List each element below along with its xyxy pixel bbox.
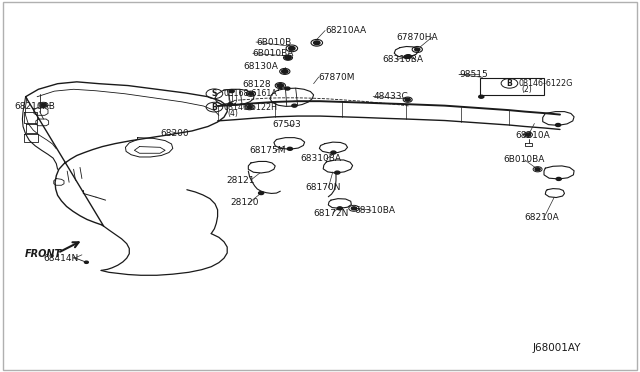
Text: 28121: 28121 — [226, 176, 255, 185]
Text: 68310BA: 68310BA — [301, 154, 342, 163]
Circle shape — [405, 98, 410, 101]
Text: 6B010B: 6B010B — [256, 38, 291, 46]
Text: 28120: 28120 — [230, 198, 259, 207]
Text: (4): (4) — [227, 109, 238, 118]
Text: 68210AB: 68210AB — [14, 102, 55, 110]
Text: 98515: 98515 — [459, 70, 488, 79]
Text: 68170N: 68170N — [305, 183, 340, 192]
Circle shape — [282, 70, 288, 73]
Circle shape — [292, 104, 297, 107]
Circle shape — [41, 103, 46, 106]
Text: 68200: 68200 — [160, 129, 189, 138]
Text: 08146-6122G: 08146-6122G — [518, 79, 573, 88]
Text: B: B — [212, 103, 217, 112]
Text: 68130A: 68130A — [243, 62, 278, 71]
Circle shape — [228, 103, 233, 106]
Text: S: S — [212, 89, 217, 98]
Text: 68210AA: 68210AA — [325, 26, 366, 35]
Text: 68172N: 68172N — [314, 209, 349, 218]
Text: FRONT: FRONT — [24, 250, 61, 259]
Text: 67870HA: 67870HA — [397, 33, 438, 42]
Circle shape — [351, 207, 356, 210]
Text: 0B168-6161A: 0B168-6161A — [224, 89, 278, 98]
Text: 08146-6122H: 08146-6122H — [224, 103, 278, 112]
Text: (1): (1) — [227, 95, 238, 104]
Text: J68001AY: J68001AY — [532, 343, 581, 353]
Circle shape — [556, 177, 561, 180]
Circle shape — [404, 55, 409, 58]
Text: 68128: 68128 — [242, 80, 271, 89]
Text: (2): (2) — [522, 85, 532, 94]
Text: 67870M: 67870M — [319, 73, 355, 81]
Circle shape — [314, 41, 320, 45]
Circle shape — [285, 56, 291, 60]
Text: 68210A: 68210A — [525, 213, 559, 222]
Circle shape — [285, 87, 290, 90]
Circle shape — [248, 92, 253, 95]
Text: 68414N: 68414N — [43, 254, 78, 263]
Circle shape — [247, 106, 252, 109]
Text: 68210A: 68210A — [515, 131, 550, 140]
Text: 68310BA: 68310BA — [383, 55, 424, 64]
Circle shape — [331, 151, 336, 154]
Circle shape — [337, 207, 342, 210]
Text: 6B010BA: 6B010BA — [504, 155, 545, 164]
Text: 6B010BA: 6B010BA — [253, 49, 294, 58]
Text: B: B — [507, 79, 512, 88]
FancyBboxPatch shape — [480, 78, 544, 95]
Circle shape — [287, 147, 292, 150]
Circle shape — [335, 171, 340, 174]
Circle shape — [289, 46, 295, 50]
Circle shape — [84, 261, 88, 263]
Circle shape — [525, 133, 531, 136]
Circle shape — [415, 48, 420, 51]
Text: 68310BA: 68310BA — [354, 206, 395, 215]
Circle shape — [535, 168, 540, 171]
Circle shape — [405, 55, 412, 58]
Circle shape — [259, 192, 264, 195]
Circle shape — [556, 124, 561, 126]
Circle shape — [277, 84, 284, 87]
Circle shape — [479, 95, 484, 98]
Text: 67503: 67503 — [272, 120, 301, 129]
Circle shape — [229, 90, 234, 93]
Text: 68175M: 68175M — [250, 146, 286, 155]
Text: 48433C: 48433C — [373, 92, 408, 101]
